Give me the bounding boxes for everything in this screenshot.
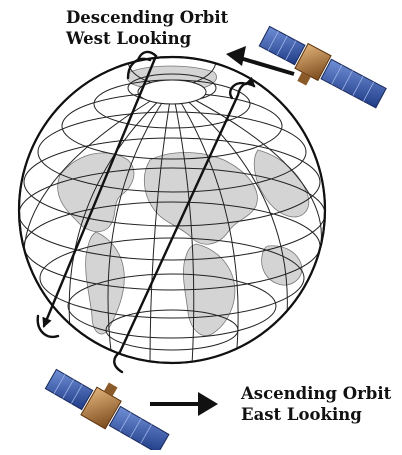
descending-orbit-label: Descending Orbit West Looking [66,7,228,49]
ascending-orbit-path [113,76,256,374]
satellite-icon [258,25,387,109]
globe-meridians [23,59,322,363]
orbit-loop-bottom [36,314,60,339]
ascending-look-direction: East Looking [241,405,362,424]
descending-orbit-title: Descending Orbit [66,8,229,27]
continents [57,65,310,336]
ascending-orbit-title: Ascending Orbit [241,384,392,403]
satellite-icon [44,368,170,455]
descending-orbit-path [42,50,158,328]
arrow-icon [150,46,295,416]
descending-look-direction: West Looking [66,29,192,48]
globe-icon [17,55,327,365]
orbit-loop-top [126,57,152,80]
orbit-loop-right [229,81,248,100]
orbit-paths [36,50,256,374]
ascending-orbit-label: Ascending Orbit East Looking [241,383,391,425]
